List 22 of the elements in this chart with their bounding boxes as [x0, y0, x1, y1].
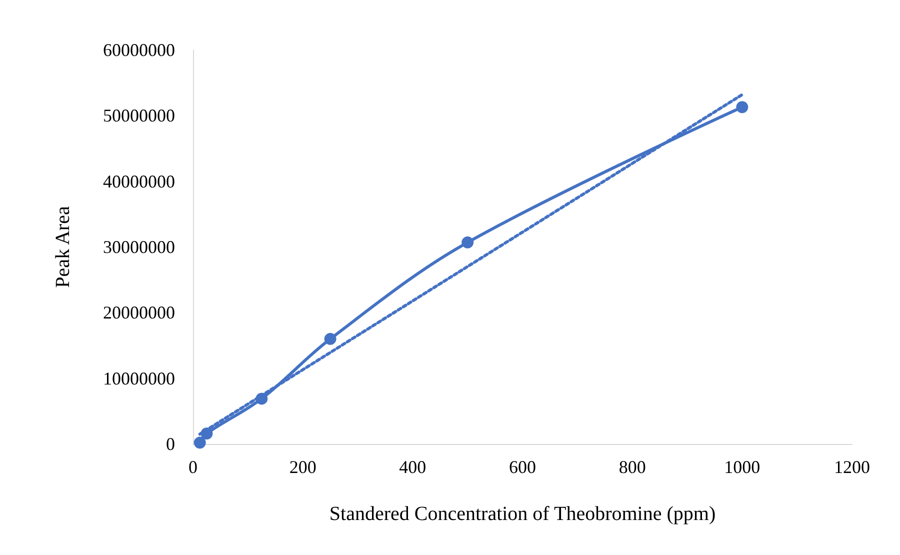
point: [200, 427, 213, 440]
point: [324, 332, 336, 345]
x-tick-label: 800: [618, 457, 646, 477]
y-tick-label: 60000000: [103, 40, 175, 60]
x-tick-label: 400: [399, 457, 426, 477]
x-tick-label: 1200: [834, 457, 870, 477]
y-tick-label: 10000000: [103, 368, 175, 388]
point: [256, 392, 268, 405]
x-tick-label: 200: [289, 457, 316, 477]
x-tick-label: 600: [509, 457, 536, 477]
point: [462, 236, 474, 248]
point: [736, 101, 748, 114]
y-axis-title: Peak Area: [52, 206, 74, 288]
y-tick-label: 40000000: [103, 171, 175, 192]
x-tick-label: 1000: [724, 457, 760, 477]
y-tick-label: 30000000: [103, 237, 175, 257]
x-tick-label: 0: [188, 457, 198, 477]
point: [194, 436, 206, 449]
y-tick-label: 20000000: [103, 302, 175, 323]
x-axis-title: Standered Concentration of Theobromine (ppm): [329, 503, 716, 525]
y-tick-label: 50000000: [103, 106, 175, 126]
y-tick-label: 0: [166, 434, 175, 454]
